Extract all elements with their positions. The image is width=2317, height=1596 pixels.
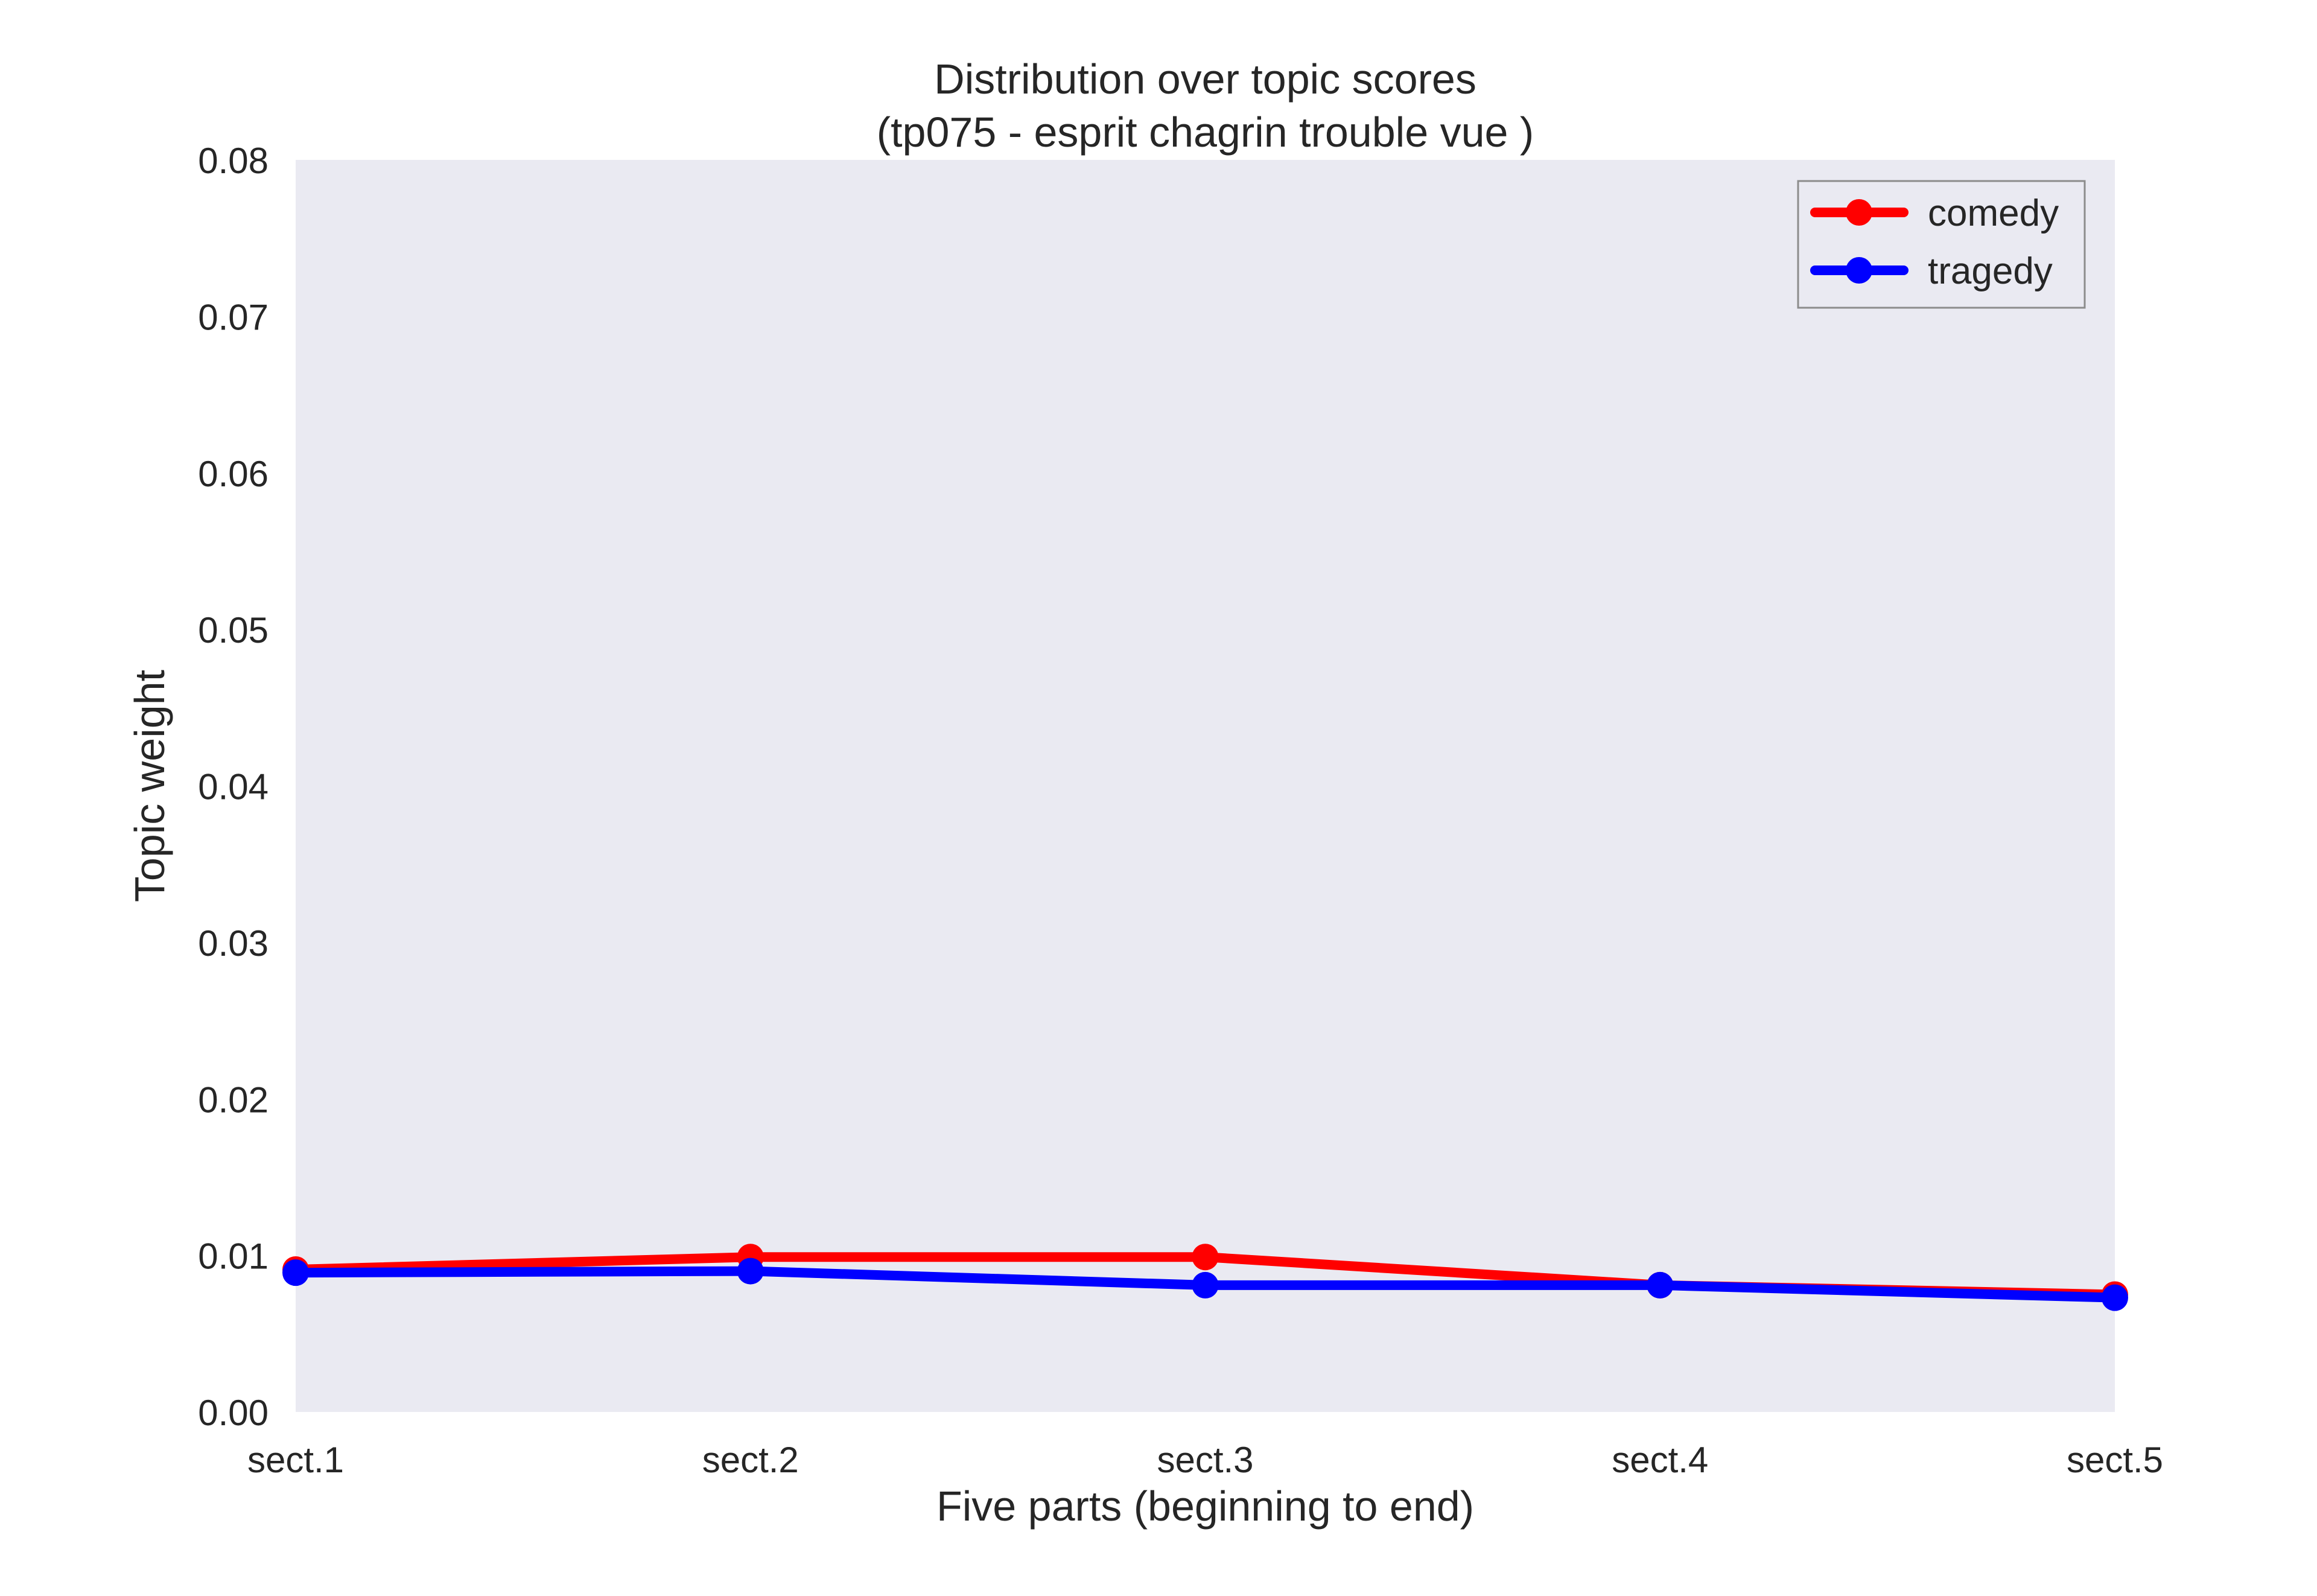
data-point-tragedy — [2102, 1284, 2128, 1311]
y-tick-label: 0.01 — [198, 1236, 269, 1277]
data-point-tragedy — [282, 1259, 309, 1286]
chart-marks: 0.00 0.01 0.02 0.03 0.04 0.05 0.06 0.07 0.08 sect… — [198, 141, 2163, 1480]
x-tick-label: sect.5 — [2067, 1440, 2163, 1480]
plot-area — [296, 160, 2115, 1412]
legend-frame — [1797, 180, 2086, 309]
x-axis-label: Five parts (beginning to end) — [936, 1483, 1474, 1530]
y-tick-label: 0.08 — [198, 141, 269, 181]
legend-label-tragedy: tragedy — [1928, 250, 2053, 292]
data-point-comedy — [1192, 1244, 1219, 1271]
legend-marker-tragedy — [1846, 257, 1872, 284]
y-tick-label: 0.00 — [198, 1393, 269, 1433]
y-tick-label: 0.07 — [198, 297, 269, 337]
data-point-tragedy — [1192, 1271, 1219, 1299]
legend-label-comedy: comedy — [1928, 192, 2059, 234]
y-tick-label: 0.05 — [198, 610, 269, 650]
chart-title: Distribution over topic scores — [934, 56, 1476, 103]
x-tick-label: sect.4 — [1612, 1440, 1708, 1480]
x-tick-label: sect.1 — [247, 1440, 344, 1480]
x-tick-label: sect.2 — [702, 1440, 799, 1480]
data-point-tragedy — [737, 1257, 764, 1285]
x-tick-label: sect.3 — [1157, 1440, 1253, 1480]
y-axis-label: Topic weight — [126, 670, 173, 902]
legend-marker-comedy — [1846, 199, 1872, 226]
y-tick-label: 0.06 — [198, 454, 269, 494]
y-tick-label: 0.02 — [198, 1079, 269, 1120]
y-tick-label: 0.03 — [198, 923, 269, 964]
y-tick-label: 0.04 — [198, 767, 269, 807]
data-point-tragedy — [1647, 1271, 1674, 1299]
legend: comedy tragedy — [1797, 180, 2086, 309]
chart-subtitle: (tp075 - esprit chagrin trouble vue ) — [877, 109, 1534, 156]
